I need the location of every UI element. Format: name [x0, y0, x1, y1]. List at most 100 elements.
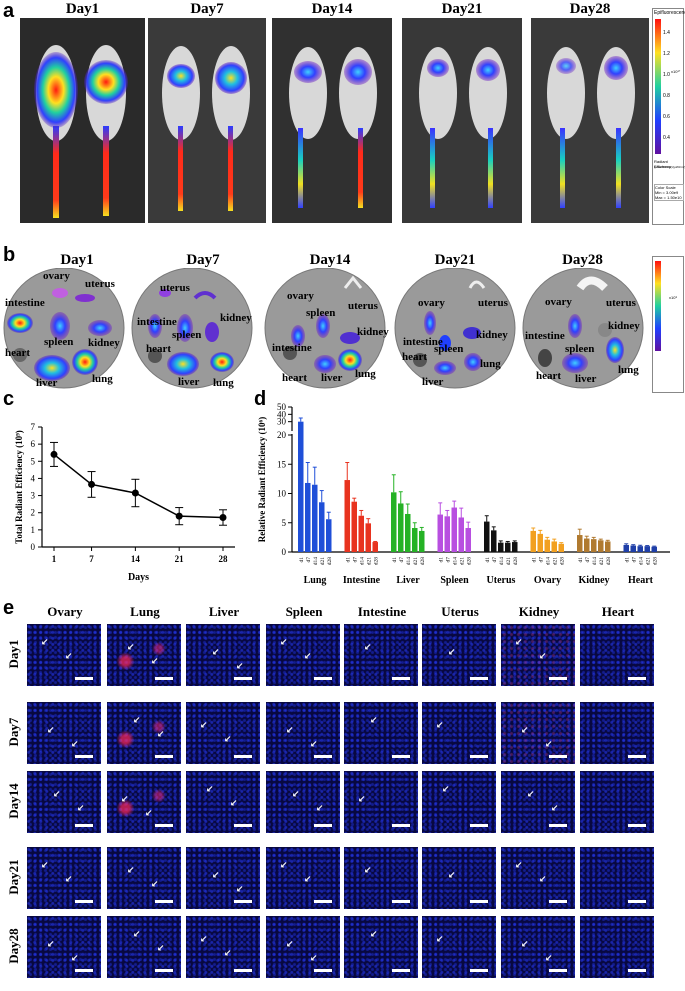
panel-a-day-21: Day21 — [441, 1, 483, 17]
arrow-icon: ↙ — [448, 648, 456, 658]
chart-d-sub-label: d28 — [327, 557, 333, 566]
organ-dishes — [3, 268, 644, 389]
chart-c-y-tick-label: 5 — [31, 456, 36, 466]
organ-label-spleen: spleen — [565, 343, 595, 355]
micrograph-tile: ↙ ↙ — [107, 771, 181, 833]
organ-label-spleen: spleen — [44, 336, 74, 348]
scale-bar — [75, 677, 93, 680]
arrow-icon: ↙ — [151, 880, 159, 890]
scale-bar — [628, 900, 646, 903]
chart-d-bar — [651, 546, 657, 552]
panel-label-d: d — [254, 388, 267, 410]
scale-bar — [392, 677, 410, 680]
micrograph-tile: ↙ ↙ — [266, 847, 340, 909]
micrograph-tile: ↙ — [422, 847, 496, 909]
organ-label-heart: heart — [282, 372, 308, 384]
chart-d-bar — [498, 542, 504, 552]
organ-label-spleen: spleen — [434, 343, 464, 355]
organ-label-intestine: intestine — [272, 342, 312, 354]
panel-e-row-header-text: Day28 — [6, 928, 21, 964]
micrograph-tile — [580, 916, 654, 978]
micrograph-tile: ↙ ↙ — [27, 624, 101, 686]
organ-label-uterus: uterus — [160, 282, 190, 294]
panel-e-row-header-text: Day1 — [6, 639, 21, 669]
chart-d-bar — [551, 541, 557, 552]
chart-d-bar — [530, 530, 536, 552]
arrow-icon: ↙ — [364, 866, 372, 876]
arrow-icon: ↙ — [515, 638, 523, 648]
scale-bar — [75, 755, 93, 758]
micrograph-tile: ↙ — [344, 771, 418, 833]
chart-d-bar — [437, 514, 443, 552]
chart-c-point — [219, 514, 227, 522]
micrograph-tile: ↙ ↙ — [186, 771, 260, 833]
colorbar-a-unit: Radiant Efficiency — [654, 159, 672, 169]
chart-d-bar — [444, 516, 450, 552]
organ-label-uterus: uterus — [85, 278, 115, 290]
chart-d-sub-label: d14 — [313, 557, 319, 566]
micrograph-tile: ↙ ↙ — [27, 702, 101, 764]
organ-label-uterus: uterus — [348, 300, 378, 312]
micrograph-tile: ↙ ↙ — [186, 702, 260, 764]
micrograph-tile: ↙ — [422, 771, 496, 833]
chart-d-sub-label: d7 — [585, 557, 591, 563]
colorbar-b-gradient — [655, 261, 661, 351]
chart-d-bar — [537, 533, 543, 552]
micrograph-tile: ↙ ↙ — [186, 847, 260, 909]
chart-d-sub-label: d7 — [399, 557, 405, 563]
chart-d-sub-label: d14 — [545, 557, 551, 566]
chart-d-sub-label: d1 — [624, 557, 630, 563]
panel-e-row-header: Day21 — [4, 859, 22, 894]
arrow-icon: ↙ — [121, 795, 129, 805]
arrow-icon: ↙ — [310, 954, 318, 964]
organ-label-intestine: intestine — [403, 336, 443, 348]
chart-d-sub-label: d1 — [299, 557, 305, 563]
chart-d-y-tick-label: 5 — [282, 518, 287, 528]
panel-e-row-header: Day1 — [4, 640, 22, 669]
scale-bar — [470, 677, 488, 680]
chart-d-sub-label: d14 — [452, 557, 458, 566]
scale-bar — [549, 677, 567, 680]
chart-d-bar — [365, 523, 371, 552]
chart-c-y-tick-label: 1 — [31, 525, 36, 535]
organ-label-ovary: ovary — [287, 290, 314, 302]
colorbar-a-gradient — [655, 19, 661, 154]
colorbar-a-tick: 1.2 — [663, 51, 670, 57]
organ-label-uterus: uterus — [478, 297, 508, 309]
arrow-icon: ↙ — [145, 809, 153, 819]
scale-bar — [75, 824, 93, 827]
arrow-icon: ↙ — [47, 726, 55, 736]
arrow-icon: ↙ — [286, 940, 294, 950]
organ-label-kidney: kidney — [608, 320, 640, 332]
arrow-icon: ↙ — [65, 652, 73, 662]
scale-bar — [470, 824, 488, 827]
organ-label-lung: lung — [618, 364, 639, 376]
micrograph-tile: ↙ — [344, 624, 418, 686]
organ-label-kidney: kidney — [476, 329, 508, 341]
panel-e-row-header: Day14 — [4, 783, 22, 818]
organ-label-liver: liver — [36, 377, 58, 389]
scale-bar — [392, 755, 410, 758]
scale-bar — [155, 969, 173, 972]
arrow-icon: ↙ — [364, 643, 372, 653]
panel-b-day-1: Day1 — [60, 252, 94, 268]
panel-e-row-header: Day28 — [4, 928, 22, 963]
scale-bar — [549, 755, 567, 758]
scale-bar — [314, 900, 332, 903]
colorbar-a-tick: 0.6 — [663, 114, 670, 120]
chart-c-x-tick-label: 21 — [175, 554, 185, 564]
chart-d-sub-label: d1 — [578, 557, 584, 563]
colorbar-a-unit-sub: (p/sec/cm²/sr)/(μW/cm²) — [654, 165, 685, 169]
scale-bar — [75, 969, 93, 972]
chart-c: 0 1 2 3 4 5 6 7 1 7 14 21 28 Days Total Radiant Effici… — [14, 422, 235, 583]
micrograph-tile: ↙ ↙ — [27, 847, 101, 909]
arrow-icon: ↙ — [370, 716, 378, 726]
panel-a-day-7: Day7 — [190, 1, 224, 17]
arrow-icon: ↙ — [280, 638, 288, 648]
chart-d-sub-label: d28 — [373, 557, 379, 566]
micrograph-tile: ↙ ↙ — [266, 702, 340, 764]
chart-d-bar — [391, 492, 397, 552]
colorbar-a: Epifluorescence 1.4 1.2 1.0 0.8 0.6 0.4 … — [652, 8, 685, 225]
colorbar-b-exponent: x10⁹ — [669, 295, 678, 300]
organ-label-ovary: ovary — [545, 296, 572, 308]
